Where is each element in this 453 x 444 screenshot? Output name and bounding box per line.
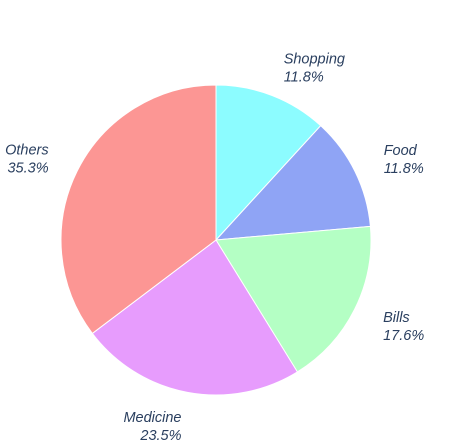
pie-slice-medicine (91, 239, 299, 396)
pie-label-shopping: Shopping 11.8% (284, 52, 345, 86)
pie-slices (60, 84, 372, 396)
pie-label-name: Shopping (284, 52, 345, 68)
pie-label-percent: 17.6% (383, 328, 424, 344)
pie-slice-shopping (215, 84, 322, 242)
pie-slice-others (60, 84, 217, 335)
pie-labels: Shopping 11.8% Food 11.8% Bills 17.6% Medicine… (5, 52, 424, 444)
pie-label-bills: Bills 17.6% (383, 310, 424, 344)
pie-label-percent: 35.3% (7, 161, 48, 177)
pie-label-name: Others (5, 143, 49, 159)
pie-label-percent: 11.8% (384, 161, 424, 177)
pie-slice-bills (215, 225, 372, 373)
pie-label-percent: 23.5% (139, 428, 181, 444)
pie-label-others: Others 35.3% (5, 143, 49, 177)
pie-label-medicine: Medicine 23.5% (123, 410, 181, 444)
pie-label-name: Medicine (123, 410, 181, 426)
pie-slice-food (214, 124, 371, 241)
pie-label-food: Food 11.8% (384, 143, 424, 177)
pie-label-name: Bills (383, 310, 410, 326)
pie-label-name: Food (384, 143, 418, 159)
pie-label-percent: 11.8% (284, 70, 324, 86)
